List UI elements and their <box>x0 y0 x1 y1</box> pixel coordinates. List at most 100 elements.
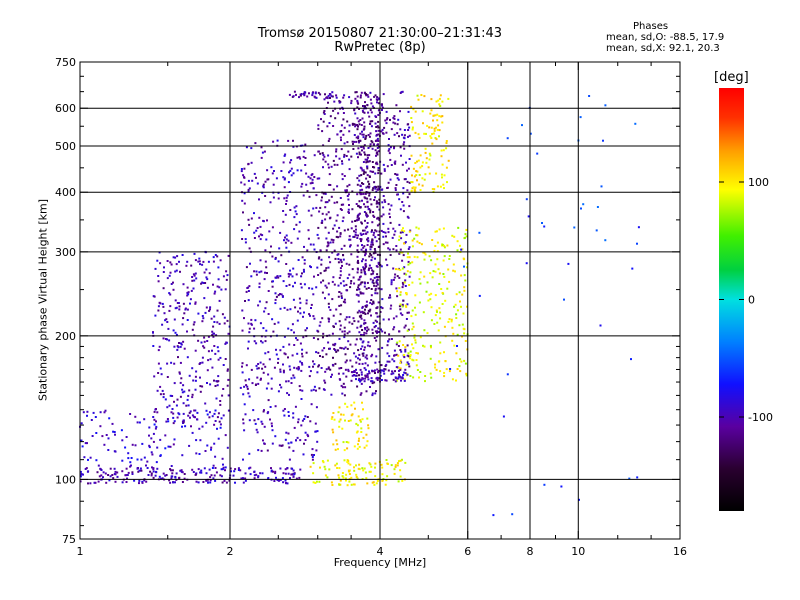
data-point <box>355 372 358 374</box>
data-point <box>197 481 200 484</box>
data-point <box>208 411 211 414</box>
data-point <box>330 481 333 484</box>
data-point <box>187 291 190 294</box>
data-point <box>400 154 402 157</box>
data-point <box>198 453 201 455</box>
data-point <box>261 234 264 237</box>
data-point <box>425 157 428 160</box>
data-point <box>206 286 209 289</box>
data-point <box>341 472 344 474</box>
data-point <box>378 203 381 206</box>
data-point <box>293 426 296 429</box>
data-point <box>261 151 264 154</box>
data-point <box>270 387 273 390</box>
data-point <box>262 327 265 330</box>
data-point <box>177 346 180 349</box>
data-point <box>154 314 157 317</box>
data-point <box>365 177 368 180</box>
data-point <box>171 395 174 397</box>
data-point <box>580 207 582 210</box>
data-point <box>351 374 354 377</box>
data-point <box>363 211 366 213</box>
data-point <box>247 340 250 343</box>
data-point <box>159 393 162 396</box>
data-point <box>282 210 285 212</box>
data-point <box>405 318 408 320</box>
data-point <box>285 431 288 434</box>
data-point <box>336 201 339 204</box>
data-point <box>429 344 432 347</box>
data-point <box>308 313 311 316</box>
data-point <box>284 438 287 441</box>
data-point <box>87 482 89 485</box>
data-point <box>417 352 419 355</box>
data-point <box>324 160 327 163</box>
data-point <box>309 370 312 373</box>
data-point <box>322 166 324 169</box>
data-point <box>362 292 365 295</box>
data-point <box>211 415 214 418</box>
data-point <box>338 467 341 470</box>
data-point <box>392 121 395 124</box>
data-point <box>127 457 130 460</box>
data-point <box>387 369 390 372</box>
data-point <box>371 221 374 224</box>
data-point <box>366 197 369 200</box>
data-point <box>345 441 348 443</box>
data-point <box>299 439 302 442</box>
data-point <box>401 458 403 461</box>
data-point <box>309 420 312 423</box>
data-point <box>373 381 376 384</box>
data-point <box>220 475 223 478</box>
colorbar-tick-label: 0 <box>748 294 755 307</box>
data-point <box>356 244 359 247</box>
data-point <box>349 463 352 466</box>
data-point <box>262 371 265 374</box>
data-point <box>257 476 260 479</box>
data-point <box>360 174 363 177</box>
data-point <box>322 120 325 123</box>
data-point <box>396 464 399 467</box>
data-point <box>368 267 371 270</box>
data-point <box>247 179 250 182</box>
data-point <box>441 163 444 166</box>
data-point <box>292 449 295 452</box>
data-point <box>146 460 149 463</box>
data-point <box>348 273 351 276</box>
data-point <box>361 117 364 120</box>
data-point <box>169 271 172 274</box>
data-point <box>179 361 182 364</box>
data-point <box>439 317 442 320</box>
data-point <box>257 382 260 385</box>
data-point <box>356 271 359 274</box>
data-point <box>429 298 432 301</box>
data-point <box>422 311 425 314</box>
data-point <box>595 229 598 232</box>
data-point <box>464 362 467 365</box>
data-point <box>300 169 303 172</box>
data-point <box>280 170 283 172</box>
data-point <box>363 269 366 272</box>
data-point <box>465 374 468 377</box>
data-point <box>403 230 406 233</box>
data-point <box>169 305 172 308</box>
data-point <box>429 112 432 115</box>
data-point <box>167 420 170 423</box>
data-point <box>397 345 400 347</box>
data-point <box>317 338 320 341</box>
data-point <box>130 464 132 467</box>
data-point <box>337 372 340 375</box>
data-point <box>431 142 434 145</box>
data-point <box>182 317 185 320</box>
data-point <box>395 377 397 380</box>
data-point <box>363 151 366 154</box>
data-point <box>365 212 368 215</box>
data-point <box>202 317 205 320</box>
data-point <box>327 293 330 296</box>
data-point <box>338 367 341 370</box>
data-point <box>357 147 360 150</box>
data-point <box>259 259 262 262</box>
data-point <box>191 393 194 396</box>
data-point <box>244 479 247 482</box>
data-point <box>361 133 364 136</box>
